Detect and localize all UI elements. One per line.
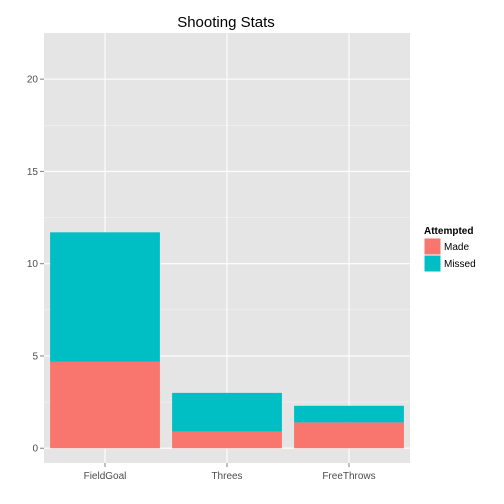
x-tick-label: FreeThrows <box>322 471 375 482</box>
y-tick-label: 15 <box>27 167 39 178</box>
legend: Attempted Made Missed <box>423 226 476 273</box>
legend-key-made <box>424 238 441 255</box>
bar-made-threes <box>172 431 282 449</box>
bar-missed-fieldgoal <box>50 232 160 362</box>
chart-title: Shooting Stats <box>177 14 275 31</box>
legend-label-missed: Missed <box>444 259 476 270</box>
y-tick-label: 10 <box>27 259 39 270</box>
y-tick-label: 5 <box>32 351 38 362</box>
bars <box>50 232 404 449</box>
y-tick-label: 0 <box>32 444 38 455</box>
bar-made-freethrows <box>294 422 404 449</box>
x-tick-label: Threes <box>211 471 242 482</box>
y-axis: 0 5 10 15 20 <box>27 75 44 455</box>
x-axis: FieldGoal Threes FreeThrows <box>84 463 376 482</box>
x-tick-label: FieldGoal <box>84 471 127 482</box>
legend-title: Attempted <box>424 226 473 237</box>
bar-made-fieldgoal <box>50 361 160 449</box>
legend-key-missed <box>424 255 441 272</box>
bar-missed-freethrows <box>294 405 404 423</box>
bar-missed-threes <box>172 392 282 432</box>
y-tick-label: 20 <box>27 75 39 86</box>
legend-label-made: Made <box>444 242 469 253</box>
